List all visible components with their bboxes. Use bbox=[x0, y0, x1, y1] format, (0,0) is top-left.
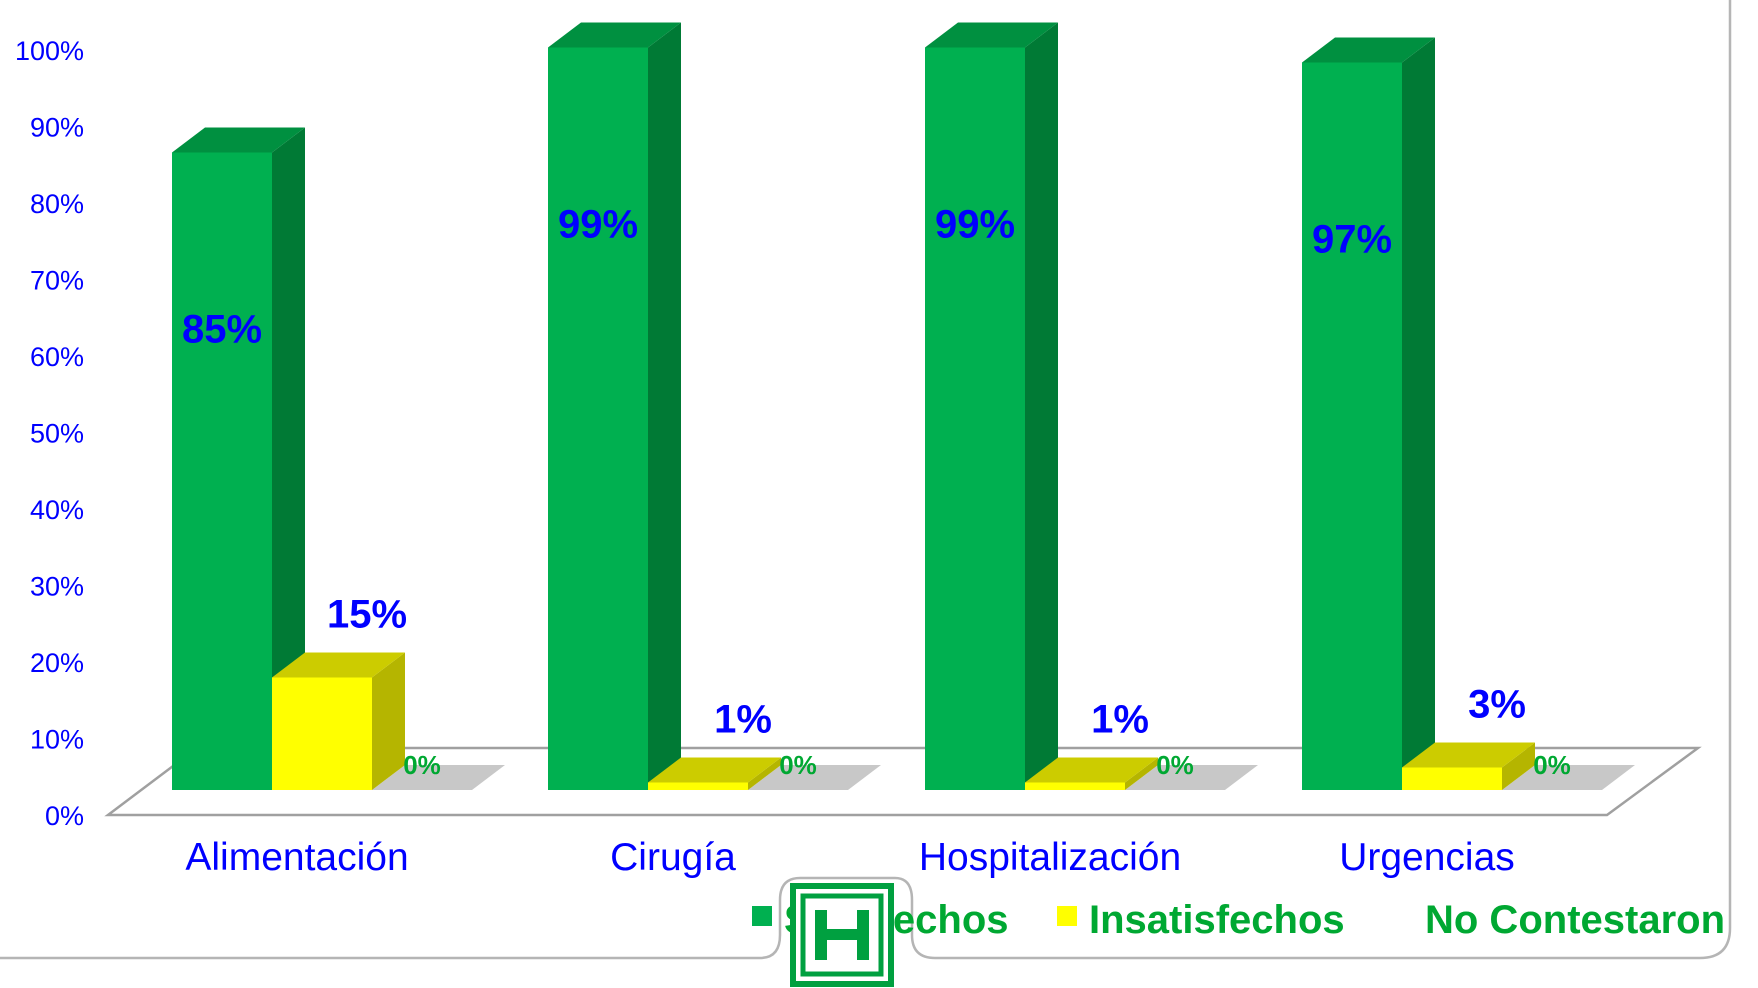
data-label-no-contestaron: 0% bbox=[403, 750, 441, 780]
data-label-insatisfechos: 3% bbox=[1468, 683, 1526, 727]
bar-insatisfechos bbox=[1025, 757, 1158, 790]
data-label-no-contestaron: 0% bbox=[779, 750, 817, 780]
bar-no-contestaron bbox=[1125, 765, 1258, 790]
category-label: Cirugía bbox=[610, 836, 736, 879]
legend-swatch bbox=[1057, 906, 1077, 926]
legend-item: Insatisfechos bbox=[1057, 898, 1345, 942]
legend-swatch bbox=[752, 906, 772, 926]
data-label-insatisfechos: 1% bbox=[714, 698, 772, 742]
category-label: Alimentación bbox=[185, 836, 408, 879]
y-tick-label: 100% bbox=[15, 36, 84, 66]
legend-item: No Contestaron bbox=[1425, 898, 1725, 942]
bar-no-contestaron bbox=[372, 765, 505, 790]
y-tick-label: 70% bbox=[30, 266, 84, 296]
data-label-satisfechos: 99% bbox=[558, 203, 638, 247]
category-label: Urgencias bbox=[1339, 836, 1515, 879]
data-label-satisfechos: 85% bbox=[182, 308, 262, 352]
y-tick-label: 0% bbox=[45, 801, 84, 831]
floor bbox=[104, 746, 1702, 817]
data-label-satisfechos: 99% bbox=[935, 203, 1015, 247]
bar-insatisfechos bbox=[1402, 742, 1535, 790]
data-label-insatisfechos: 1% bbox=[1091, 698, 1149, 742]
data-label-no-contestaron: 0% bbox=[1533, 750, 1571, 780]
bar-no-contestaron bbox=[1502, 765, 1635, 790]
y-tick-label: 30% bbox=[30, 572, 84, 602]
data-label-satisfechos: 97% bbox=[1312, 218, 1392, 262]
y-tick-label: 90% bbox=[30, 113, 84, 143]
legend-label: Insatisfechos bbox=[1089, 898, 1345, 942]
data-label-insatisfechos: 15% bbox=[327, 593, 407, 637]
bar-satisfechos bbox=[548, 22, 681, 790]
bar-satisfechos bbox=[1302, 37, 1435, 790]
bar-insatisfechos bbox=[272, 652, 405, 790]
bar-satisfechos bbox=[925, 22, 1058, 790]
y-tick-label: 20% bbox=[30, 648, 84, 678]
y-tick-label: 40% bbox=[30, 495, 84, 525]
bar-satisfechos bbox=[172, 127, 305, 790]
data-label-no-contestaron: 0% bbox=[1156, 750, 1194, 780]
y-tick-label: 60% bbox=[30, 342, 84, 372]
bar-insatisfechos bbox=[648, 757, 781, 790]
y-tick-label: 50% bbox=[30, 419, 84, 449]
y-tick-label: 80% bbox=[30, 189, 84, 219]
category-label: Hospitalización bbox=[919, 836, 1181, 879]
slide-frame bbox=[0, 0, 1732, 960]
bar-no-contestaron bbox=[748, 765, 881, 790]
legend-label: No Contestaron bbox=[1425, 898, 1725, 942]
hospital-logo-icon bbox=[790, 883, 894, 987]
y-tick-label: 10% bbox=[30, 725, 84, 755]
